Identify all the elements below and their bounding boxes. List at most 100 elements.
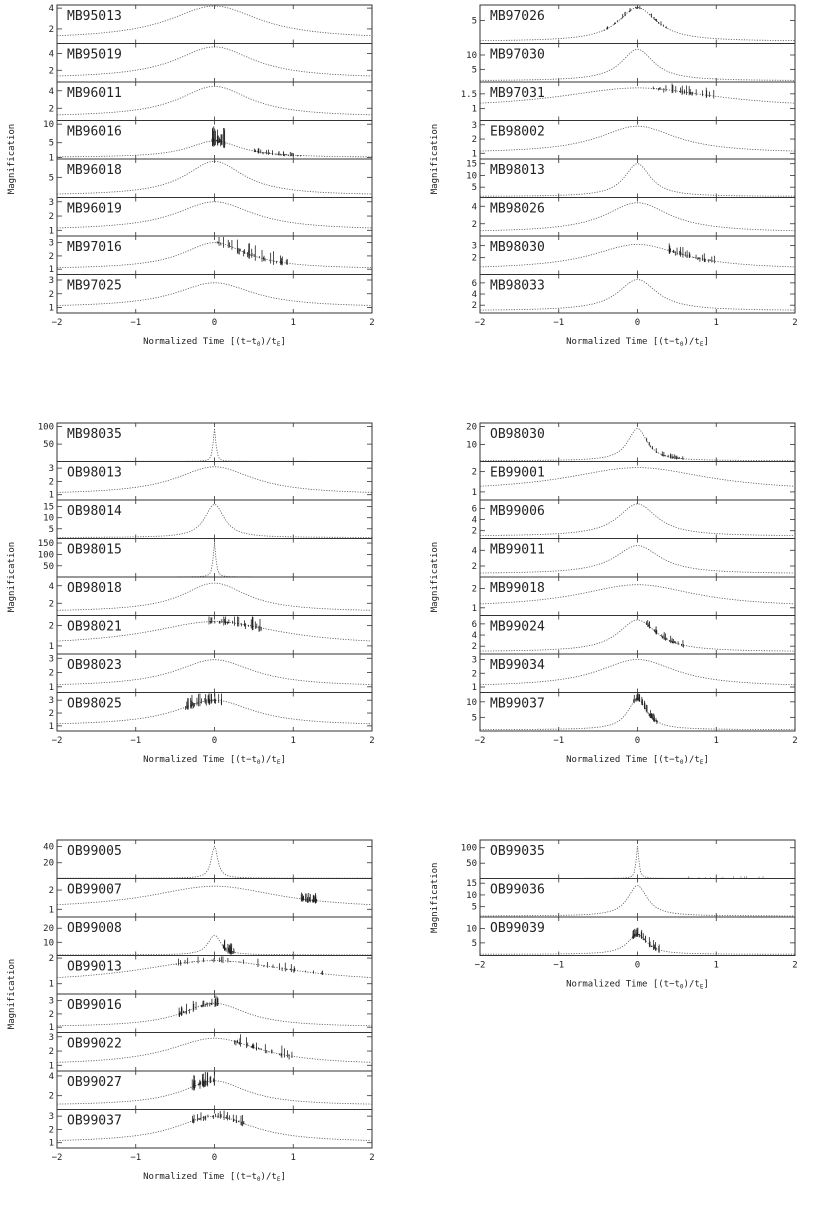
panel-label-mb97026: MB97026 [490,9,545,24]
panel-label-mb97016: MB97016 [67,240,122,255]
y-tick-label: 1 [49,642,54,652]
y-tick-label: 2 [472,135,477,145]
x-axis-label-subscript: E [277,1176,281,1183]
x-axis-label-part: ] [703,755,708,765]
panel-mb95019: 4 2 MB95019 [49,43,373,83]
y-tick-label: 1 [49,154,54,164]
y-tick-label: 5 [472,713,477,723]
model-curve [57,46,372,77]
y-tick-label: 1 [49,683,54,693]
panel-eb99001: 2 1 EB99001 [472,461,796,501]
y-tick-label: 3 [49,1033,54,1043]
model-curve [480,48,795,81]
y-tick-label: 4 [472,631,477,641]
x-axis-label-part: ] [703,980,708,990]
model-curve [480,619,795,652]
model-curve [57,582,372,611]
x-axis-label-subscript: E [277,341,281,348]
x-tick-label: 0 [212,318,217,328]
y-axis-label: Magnification [430,124,440,194]
panel-label-mb98035: MB98035 [67,427,122,442]
x-axis-label: Normalized Time [(t−t0)/tE] [143,755,286,766]
y-tick-label: 2 [49,477,54,487]
panel-mb99006: 6 42 MB99006 [472,499,796,539]
y-tick-label: 3 [49,1112,54,1122]
y-tick-label: 5 [49,173,54,183]
model-curve [480,7,795,42]
panel-label-mb95013: MB95013 [67,9,122,24]
y-tick-label: 50 [43,440,54,450]
model-curve [480,885,795,917]
panel-ob98025: 3 2 1 OB98025 [49,692,373,732]
y-tick-label: 2 [49,1047,54,1057]
model-curve [56,885,373,906]
y-tick-label: 15 [43,503,54,513]
panel-label-ob99013: OB99013 [67,960,122,975]
panel-label-mb97031: MB97031 [490,86,545,101]
model-curve [56,960,373,978]
y-tick-label: 3 [49,997,54,1007]
panel-ob99008: 20 10 OB99008 [43,916,373,956]
x-axis-label-part: )/t [684,980,700,990]
x-axis-label-part: Normalized Time [(t−t [566,755,680,765]
x-tick-label: 0 [212,1153,217,1163]
panel-mb99037: 10 5 MB99037 [466,692,796,732]
y-tick-label: 1 [49,304,54,314]
y-tick-label: 6 [472,504,477,514]
x-tick-label: 0 [635,961,640,971]
y-axis-label: Magnification [7,959,17,1029]
model-curve [57,201,372,229]
y-tick-label: 10 [43,120,54,130]
x-axis-label-subscript: 0 [257,759,261,766]
y-tick-label: 1 [49,226,54,236]
x-axis-label-part: ] [280,755,285,765]
y-tick-label: 10 [466,441,477,451]
y-tick-label: 2 [49,599,54,609]
y-tick-label: 1 [49,491,54,501]
x-tick-label: 1 [291,1153,296,1163]
y-tick-label: 2 [472,562,477,572]
panel-label-ob98013: OB98013 [67,466,122,481]
x-tick-label: 1 [291,318,296,328]
panel-mb96018: 5 MB96018 [49,158,373,198]
model-curve [56,659,373,685]
x-axis-label-subscript: E [700,341,704,348]
y-tick-label: 4 [49,50,54,60]
x-tick-label: −1 [553,961,564,971]
x-axis-label: Normalized Time [(t−t0)/tE] [143,337,286,348]
x-axis-label-part: Normalized Time [(t−t [143,1172,257,1182]
y-tick-label: 40 [43,842,54,852]
y-tick-label: 10 [43,938,54,948]
panel-mb96011: 4 2 MB96011 [49,81,373,121]
y-tick-label: 100 [461,844,477,854]
panel-label-ob99027: OB99027 [67,1075,122,1090]
panel-label-ob98023: OB98023 [67,658,122,673]
y-tick-label: 5 [472,903,477,913]
y-tick-label: 10 [466,891,477,901]
panel-label-ob98014: OB98014 [67,504,122,519]
y-tick-label: 100 [38,550,54,560]
model-curve [480,163,795,197]
y-tick-label: 2 [49,669,54,679]
lightcurve-block-4: 2010OB9803021EB99001642MB9900642MB990112… [430,422,798,766]
y-tick-label: 15 [466,160,477,170]
panel-ob99027: 4 2 OB99027 [49,1070,373,1110]
model-curve [57,699,372,725]
y-tick-label: 5 [472,17,477,27]
x-axis-label-part: )/t [684,337,700,347]
y-tick-label: 4 [472,516,477,526]
y-tick-label: 3 [49,276,54,286]
panel-label-ob99039: OB99039 [490,921,545,936]
panel-label-ob99022: OB99022 [67,1037,122,1052]
model-curve [480,427,795,461]
y-tick-label: 2 [49,252,54,262]
model-curve [480,467,795,487]
y-tick-label: 3 [49,464,54,474]
x-axis-label-part: ] [280,1172,285,1182]
x-tick-label: −2 [475,736,486,746]
panel-label-ob99016: OB99016 [67,998,122,1013]
panel-eb98002: 3 2 1 EB98002 [472,120,796,160]
y-tick-label: 50 [466,859,477,869]
model-curve [57,503,372,538]
